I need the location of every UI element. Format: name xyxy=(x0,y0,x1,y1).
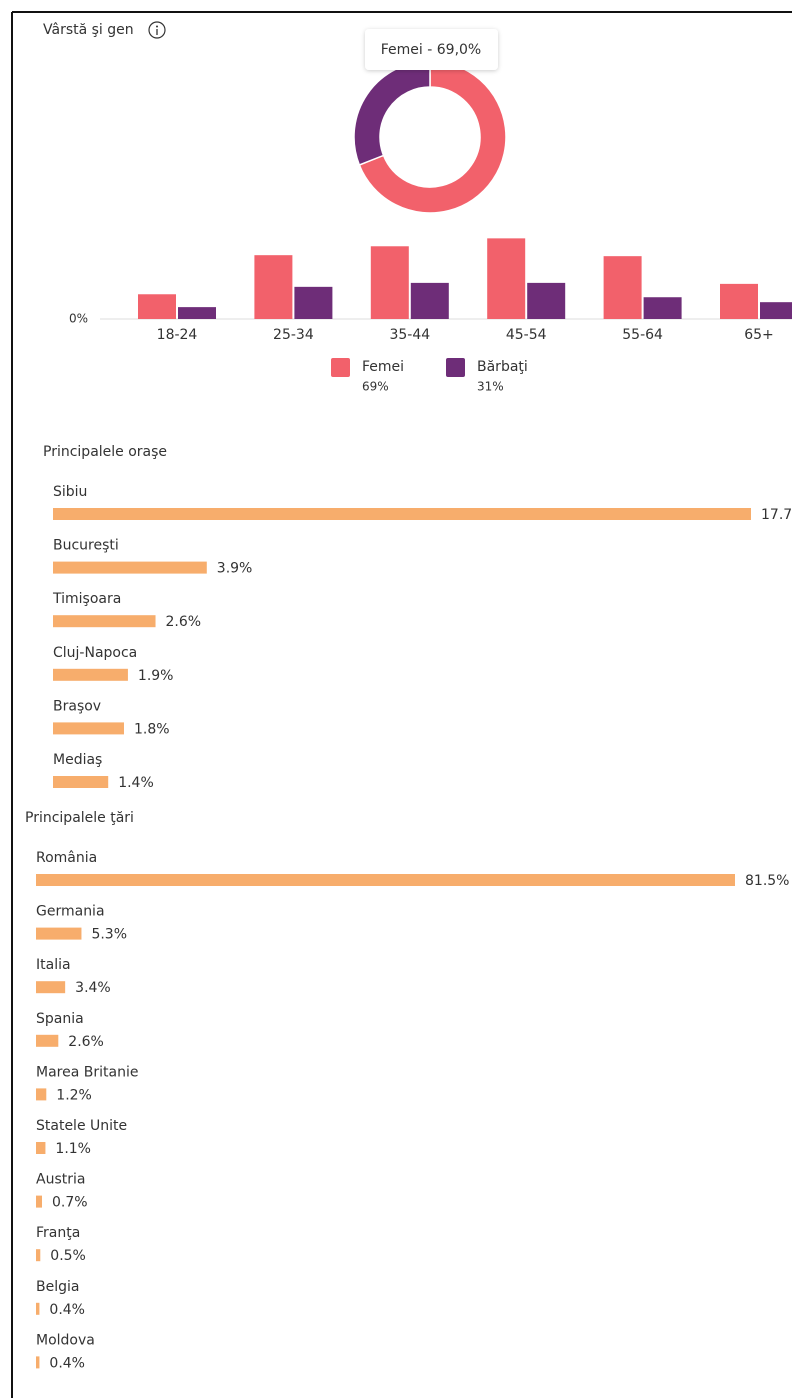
value-label: 1.2% xyxy=(56,1087,92,1103)
bar xyxy=(53,615,156,628)
bar xyxy=(643,297,682,319)
bar xyxy=(36,1302,40,1315)
item-label: Germania xyxy=(36,904,105,920)
value-label: 1.4% xyxy=(118,775,154,791)
section-title: Principalele ţări xyxy=(25,810,134,826)
donut-slice xyxy=(353,60,431,166)
legend-swatch xyxy=(331,358,350,377)
legend-swatch xyxy=(446,358,465,377)
bar xyxy=(53,776,109,788)
section-title: Vârstă şi gen xyxy=(43,22,134,38)
bar xyxy=(53,722,124,735)
bar xyxy=(178,307,216,319)
value-label: 1.1% xyxy=(55,1141,91,1157)
bar xyxy=(410,282,449,319)
bar xyxy=(720,283,758,319)
value-label: 5.3% xyxy=(91,927,127,943)
value-label: 0.4% xyxy=(49,1302,85,1318)
value-label: 3.9% xyxy=(217,561,253,577)
donut-slice xyxy=(358,60,507,214)
item-label: Marea Britanie xyxy=(36,1064,138,1080)
item-label: Italia xyxy=(36,957,71,973)
bar xyxy=(294,286,333,319)
x-tick-label: 35-44 xyxy=(389,327,430,343)
bar xyxy=(53,561,207,574)
x-tick-label: 25-34 xyxy=(273,327,314,343)
item-label: Sibiu xyxy=(53,484,87,500)
item-label: Belgia xyxy=(36,1279,79,1295)
bar xyxy=(760,302,792,319)
bar xyxy=(53,668,128,681)
x-tick-label: 55-64 xyxy=(622,327,663,343)
bar xyxy=(36,927,82,940)
tooltip-box xyxy=(365,29,498,70)
value-label: 1.8% xyxy=(134,721,170,737)
info-icon[interactable] xyxy=(148,21,166,39)
item-label: Timişoara xyxy=(52,591,121,607)
value-label: 3.4% xyxy=(75,980,111,996)
value-label: 2.6% xyxy=(166,614,202,630)
item-label: Franţa xyxy=(36,1225,80,1241)
bar xyxy=(36,1142,46,1154)
bar xyxy=(370,246,409,319)
item-label: Statele Unite xyxy=(36,1118,127,1134)
legend-label: Bărbaţi xyxy=(477,359,528,375)
bar xyxy=(36,1195,43,1208)
bar xyxy=(36,874,735,886)
item-label: România xyxy=(36,850,97,866)
section-title: Principalele oraşe xyxy=(43,444,167,460)
bar xyxy=(603,256,642,319)
bar xyxy=(36,1034,59,1047)
value-label: 2.6% xyxy=(68,1034,104,1050)
item-label: Moldova xyxy=(36,1332,95,1348)
bar xyxy=(36,1249,41,1262)
bar xyxy=(487,238,526,319)
bar xyxy=(527,282,566,319)
bar xyxy=(36,1356,40,1369)
value-label: 0.4% xyxy=(49,1355,85,1371)
bar xyxy=(254,255,293,319)
item-label: Braşov xyxy=(53,698,101,714)
value-label: 81.5% xyxy=(745,873,789,889)
legend-label: Femei xyxy=(362,359,404,375)
value-label: 0.5% xyxy=(50,1248,86,1264)
value-label: 1.9% xyxy=(138,668,174,684)
item-label: Mediaş xyxy=(53,752,102,768)
tooltip-text: Femei - 69,0% xyxy=(381,42,481,58)
y-tick-label: 0% xyxy=(69,312,88,326)
value-label: 0.7% xyxy=(52,1195,88,1211)
x-tick-label: 65+ xyxy=(744,327,774,343)
item-label: Spania xyxy=(36,1011,84,1027)
bar xyxy=(53,508,751,520)
bar xyxy=(36,1088,47,1101)
item-label: Bucureşti xyxy=(53,538,119,554)
item-label: Cluj-Napoca xyxy=(53,645,137,661)
legend-percent: 69% xyxy=(362,380,389,394)
bar xyxy=(138,294,176,319)
item-label: Austria xyxy=(36,1172,85,1188)
x-tick-label: 18-24 xyxy=(157,327,198,343)
bar xyxy=(36,981,66,994)
legend-percent: 31% xyxy=(477,380,504,394)
value-label: 17.7% xyxy=(761,507,792,523)
x-tick-label: 45-54 xyxy=(506,327,547,343)
